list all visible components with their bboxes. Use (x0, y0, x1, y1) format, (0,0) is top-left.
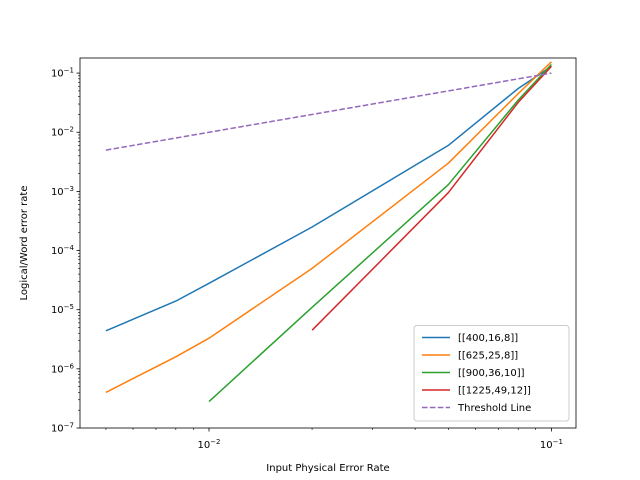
y-axis-title: Logical/Word error rate (19, 186, 30, 301)
legend: [[400,16,8]] [[625,25,8]] [[900,36,10]] [[1… (413, 325, 570, 422)
y-tick-label-1: 10−7 (51, 422, 74, 435)
series-line-1 (105, 65, 552, 332)
x-tick-label-1: 10−2 (197, 438, 220, 451)
legend-label-3: [[900,36,10]] (458, 368, 525, 379)
plot-frame (79, 57, 577, 429)
series-line-5 (105, 72, 552, 151)
series-line-4 (311, 65, 552, 331)
legend-label-5: Threshold Line (457, 403, 531, 414)
y-tick-label-2: 10−6 (51, 362, 75, 375)
y-tick-label-4: 10−4 (51, 244, 75, 257)
legend-box (413, 325, 570, 422)
legend-label-4: [[1225,49,12]] (458, 386, 531, 397)
y-tick-label-7: 10−1 (51, 67, 74, 80)
series-line-3 (208, 63, 552, 403)
ticks-layer: 10−7 10−6 10−5 10−4 10−3 10−2 10−1 10−2 10−1 (51, 67, 563, 451)
series-layer (105, 61, 552, 403)
legend-label-1: [[400,16,8]] (458, 333, 518, 344)
series-line-2 (105, 61, 552, 394)
y-tick-label-5: 10−3 (51, 185, 74, 198)
y-tick-label-3: 10−5 (51, 303, 74, 316)
x-axis-title: Input Physical Error Rate (266, 463, 389, 474)
legend-label-2: [[625,25,8]] (458, 351, 518, 362)
y-tick-label-6: 10−2 (51, 126, 74, 139)
x-tick-label-2: 10−1 (540, 438, 563, 451)
